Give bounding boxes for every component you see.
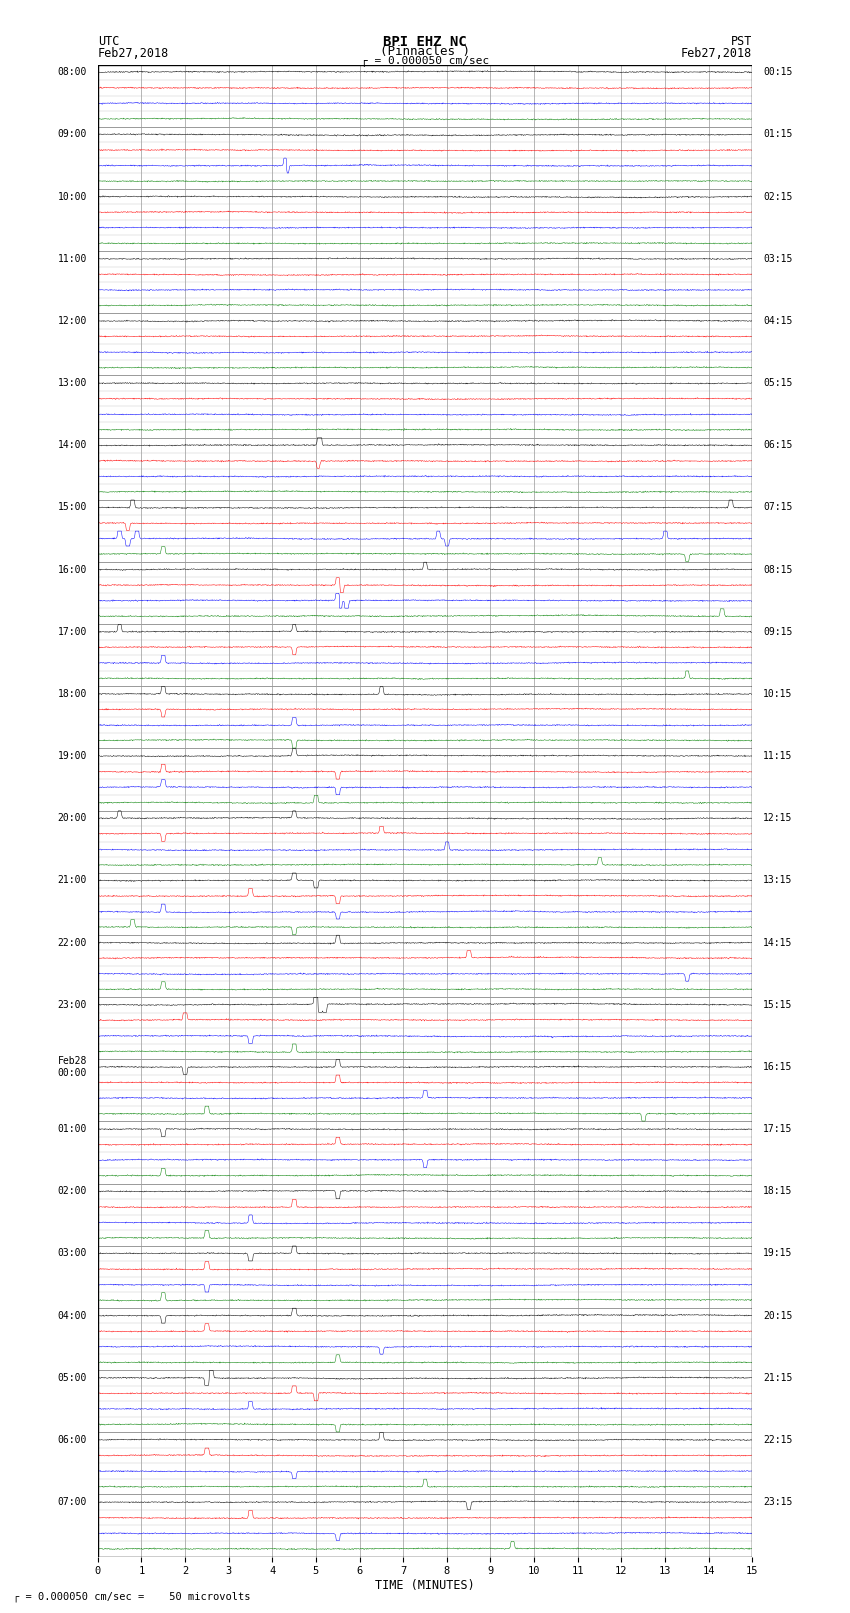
Text: 07:00: 07:00 <box>58 1497 87 1507</box>
Text: 15:00: 15:00 <box>58 503 87 513</box>
Text: 17:00: 17:00 <box>58 627 87 637</box>
Text: 02:00: 02:00 <box>58 1186 87 1197</box>
Text: 05:00: 05:00 <box>58 1373 87 1382</box>
Text: UTC: UTC <box>98 35 119 48</box>
Text: 13:00: 13:00 <box>58 377 87 389</box>
Text: ┌ = 0.000050 cm/sec =    50 microvolts: ┌ = 0.000050 cm/sec = 50 microvolts <box>13 1590 250 1602</box>
Text: 20:00: 20:00 <box>58 813 87 823</box>
Text: ┌ = 0.000050 cm/sec: ┌ = 0.000050 cm/sec <box>361 56 489 68</box>
Text: 11:15: 11:15 <box>763 752 792 761</box>
Text: 20:15: 20:15 <box>763 1311 792 1321</box>
Text: 12:15: 12:15 <box>763 813 792 823</box>
Text: 05:15: 05:15 <box>763 377 792 389</box>
Text: 08:00: 08:00 <box>58 68 87 77</box>
Text: 22:00: 22:00 <box>58 937 87 948</box>
Text: 02:15: 02:15 <box>763 192 792 202</box>
Text: 12:00: 12:00 <box>58 316 87 326</box>
Text: 06:00: 06:00 <box>58 1436 87 1445</box>
Text: 13:15: 13:15 <box>763 876 792 886</box>
Text: 04:00: 04:00 <box>58 1311 87 1321</box>
Text: 22:15: 22:15 <box>763 1436 792 1445</box>
Text: 07:15: 07:15 <box>763 503 792 513</box>
Text: 03:15: 03:15 <box>763 253 792 265</box>
X-axis label: TIME (MINUTES): TIME (MINUTES) <box>375 1579 475 1592</box>
Text: 18:00: 18:00 <box>58 689 87 698</box>
Text: 16:15: 16:15 <box>763 1061 792 1073</box>
Text: 04:15: 04:15 <box>763 316 792 326</box>
Text: 14:15: 14:15 <box>763 937 792 948</box>
Text: 21:00: 21:00 <box>58 876 87 886</box>
Text: 23:00: 23:00 <box>58 1000 87 1010</box>
Text: Feb27,2018: Feb27,2018 <box>681 47 752 60</box>
Text: 21:15: 21:15 <box>763 1373 792 1382</box>
Text: 17:15: 17:15 <box>763 1124 792 1134</box>
Text: 19:00: 19:00 <box>58 752 87 761</box>
Text: 23:15: 23:15 <box>763 1497 792 1507</box>
Text: 11:00: 11:00 <box>58 253 87 265</box>
Text: 19:15: 19:15 <box>763 1248 792 1258</box>
Text: 10:00: 10:00 <box>58 192 87 202</box>
Text: 18:15: 18:15 <box>763 1186 792 1197</box>
Text: PST: PST <box>731 35 752 48</box>
Text: Feb28
00:00: Feb28 00:00 <box>58 1057 87 1077</box>
Text: Feb27,2018: Feb27,2018 <box>98 47 169 60</box>
Text: 08:15: 08:15 <box>763 565 792 574</box>
Text: 09:00: 09:00 <box>58 129 87 139</box>
Text: (Pinnacles ): (Pinnacles ) <box>380 45 470 58</box>
Text: 00:15: 00:15 <box>763 68 792 77</box>
Text: BPI EHZ NC: BPI EHZ NC <box>383 35 467 50</box>
Text: 01:00: 01:00 <box>58 1124 87 1134</box>
Text: 01:15: 01:15 <box>763 129 792 139</box>
Text: 03:00: 03:00 <box>58 1248 87 1258</box>
Text: 15:15: 15:15 <box>763 1000 792 1010</box>
Text: 06:15: 06:15 <box>763 440 792 450</box>
Text: 09:15: 09:15 <box>763 627 792 637</box>
Text: 16:00: 16:00 <box>58 565 87 574</box>
Text: 10:15: 10:15 <box>763 689 792 698</box>
Text: 14:00: 14:00 <box>58 440 87 450</box>
